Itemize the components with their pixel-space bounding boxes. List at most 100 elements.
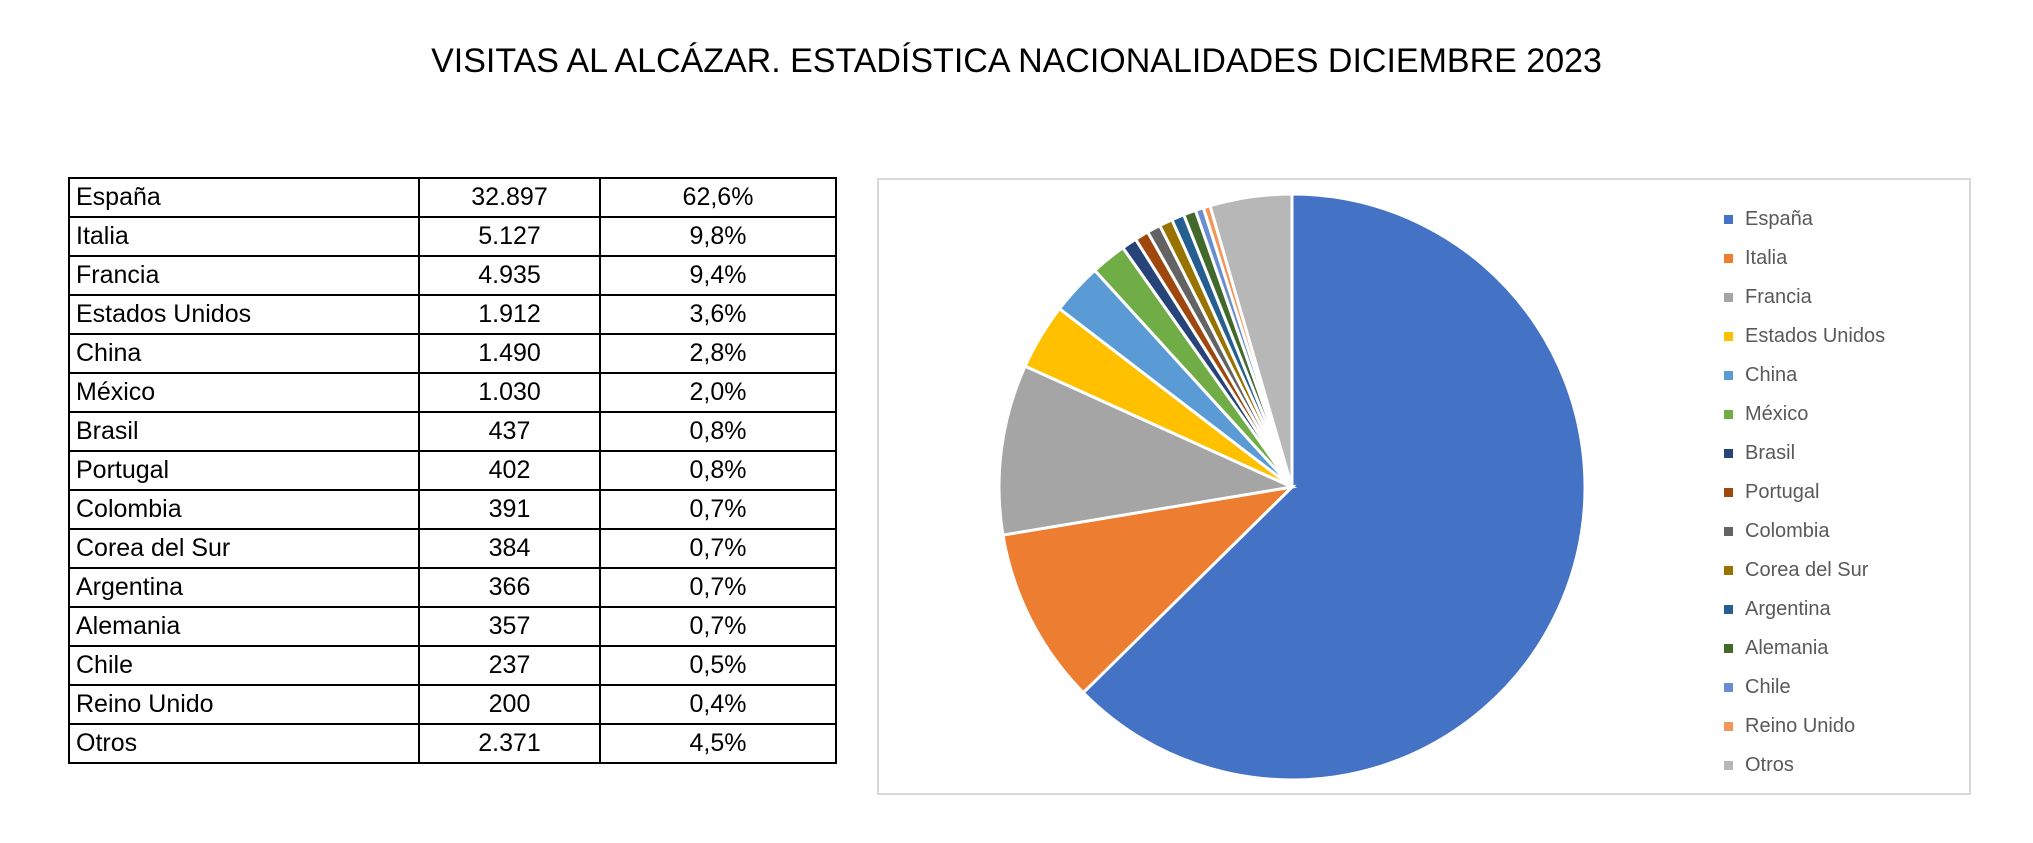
table-row: Otros 2.371 4,5%	[68, 723, 837, 764]
legend-swatch-icon	[1724, 293, 1733, 302]
table-row: Corea del Sur 384 0,7%	[68, 528, 837, 569]
table-row: Portugal 402 0,8%	[68, 450, 837, 491]
visits-cell: 4.935	[418, 255, 601, 296]
legend-swatch-icon	[1724, 488, 1733, 497]
visits-cell: 5.127	[418, 216, 601, 257]
table-row: Argentina 366 0,7%	[68, 567, 837, 608]
visits-cell: 366	[418, 567, 601, 608]
table-row: Reino Unido 200 0,4%	[68, 684, 837, 725]
legend-item: Corea del Sur	[1724, 551, 1885, 590]
legend-item: Francia	[1724, 278, 1885, 317]
legend-item: Italia	[1724, 239, 1885, 278]
visits-cell: 1.912	[418, 294, 601, 335]
legend-swatch-icon	[1724, 566, 1733, 575]
legend-swatch-icon	[1724, 683, 1733, 692]
percent-cell: 9,8%	[599, 216, 837, 257]
percent-cell: 0,7%	[599, 489, 837, 530]
country-cell: Alemania	[68, 606, 420, 647]
page-title: VISITAS AL ALCÁZAR. ESTADÍSTICA NACIONAL…	[431, 42, 1602, 80]
legend-label: Colombia	[1745, 520, 1830, 542]
country-cell: Estados Unidos	[68, 294, 420, 335]
legend-item: China	[1724, 356, 1885, 395]
country-cell: España	[68, 177, 420, 218]
percent-cell: 9,4%	[599, 255, 837, 296]
visits-cell: 200	[418, 684, 601, 725]
legend-swatch-icon	[1724, 254, 1733, 263]
country-cell: México	[68, 372, 420, 413]
country-cell: Otros	[68, 723, 420, 764]
legend-label: Otros	[1745, 754, 1794, 776]
visits-cell: 32.897	[418, 177, 601, 218]
legend-item: Chile	[1724, 668, 1885, 707]
legend-label: China	[1745, 364, 1798, 386]
visits-cell: 402	[418, 450, 601, 491]
pie-chart: España Italia Francia Estados Unidos China Mé…	[877, 178, 1971, 795]
visits-cell: 391	[418, 489, 601, 530]
data-table: España 32.897 62,6% Italia 5.127 9,8% Francia 4…	[68, 177, 837, 764]
table-row: Italia 5.127 9,8%	[68, 216, 837, 257]
legend-label: Corea del Sur	[1745, 559, 1869, 581]
country-cell: Argentina	[68, 567, 420, 608]
pie-slice-italia	[1001, 484, 1297, 695]
legend-swatch-icon	[1724, 722, 1733, 731]
legend-swatch-icon	[1724, 605, 1733, 614]
legend-swatch-icon	[1724, 332, 1733, 341]
legend-swatch-icon	[1724, 371, 1733, 380]
visits-cell: 437	[418, 411, 601, 452]
table-row: Chile 237 0,5%	[68, 645, 837, 686]
legend-item: Estados Unidos	[1724, 317, 1885, 356]
percent-cell: 2,8%	[599, 333, 837, 374]
percent-cell: 62,6%	[599, 177, 837, 218]
legend-swatch-icon	[1724, 761, 1733, 770]
legend-item: España	[1724, 200, 1885, 239]
pie-slice-francia	[997, 364, 1298, 537]
legend-item: Argentina	[1724, 590, 1885, 629]
legend-label: España	[1745, 208, 1813, 230]
visits-cell: 237	[418, 645, 601, 686]
country-cell: Chile	[68, 645, 420, 686]
visits-cell: 2.371	[418, 723, 601, 764]
legend-label: Chile	[1745, 676, 1791, 698]
country-cell: China	[68, 333, 420, 374]
percent-cell: 2,0%	[599, 372, 837, 413]
percent-cell: 0,4%	[599, 684, 837, 725]
percent-cell: 0,7%	[599, 606, 837, 647]
percent-cell: 0,8%	[599, 450, 837, 491]
table-row: México 1.030 2,0%	[68, 372, 837, 413]
legend-swatch-icon	[1724, 449, 1733, 458]
legend-swatch-icon	[1724, 644, 1733, 653]
legend-label: Portugal	[1745, 481, 1820, 503]
table-row: Francia 4.935 9,4%	[68, 255, 837, 296]
table-row: España 32.897 62,6%	[68, 177, 837, 218]
pie-slice-otros	[1208, 192, 1294, 488]
legend-item: Reino Unido	[1724, 707, 1885, 746]
percent-cell: 0,7%	[599, 567, 837, 608]
table-row: Colombia 391 0,7%	[68, 489, 837, 530]
legend-swatch-icon	[1724, 527, 1733, 536]
table-row: Estados Unidos 1.912 3,6%	[68, 294, 837, 335]
legend-label: Estados Unidos	[1745, 325, 1886, 347]
table-row: Brasil 437 0,8%	[68, 411, 837, 452]
country-cell: Colombia	[68, 489, 420, 530]
visits-cell: 1.490	[418, 333, 601, 374]
legend-label: Francia	[1745, 286, 1812, 308]
legend-label: Italia	[1745, 247, 1788, 269]
legend-label: Reino Unido	[1745, 715, 1856, 737]
legend-label: Brasil	[1745, 442, 1796, 464]
visits-cell: 1.030	[418, 372, 601, 413]
visits-cell: 384	[418, 528, 601, 569]
legend-item: Portugal	[1724, 473, 1885, 512]
country-cell: Corea del Sur	[68, 528, 420, 569]
percent-cell: 3,6%	[599, 294, 837, 335]
percent-cell: 0,5%	[599, 645, 837, 686]
legend: España Italia Francia Estados Unidos China Mé…	[1724, 200, 1885, 785]
country-cell: Brasil	[68, 411, 420, 452]
pie-slice-españa	[1081, 192, 1587, 782]
table-row: Alemania 357 0,7%	[68, 606, 837, 647]
country-cell: Francia	[68, 255, 420, 296]
legend-label: México	[1745, 403, 1809, 425]
visits-cell: 357	[418, 606, 601, 647]
legend-item: Otros	[1724, 746, 1885, 785]
pie-svg	[997, 192, 1587, 782]
legend-swatch-icon	[1724, 410, 1733, 419]
